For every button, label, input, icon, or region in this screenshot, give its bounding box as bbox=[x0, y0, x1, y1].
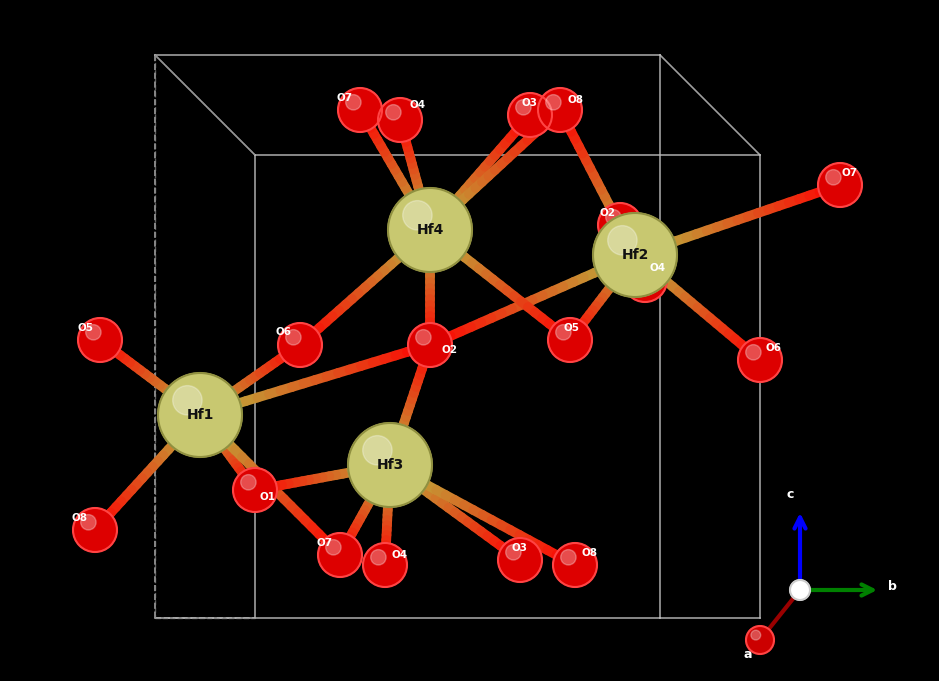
Text: Hf2: Hf2 bbox=[622, 248, 649, 262]
Circle shape bbox=[378, 98, 422, 142]
Circle shape bbox=[598, 203, 642, 247]
Text: O7: O7 bbox=[337, 93, 353, 103]
Circle shape bbox=[73, 508, 117, 552]
Text: O6: O6 bbox=[275, 327, 291, 337]
Text: O1: O1 bbox=[260, 492, 276, 502]
Circle shape bbox=[371, 550, 386, 565]
Circle shape bbox=[751, 630, 761, 640]
Circle shape bbox=[498, 538, 542, 582]
Circle shape bbox=[386, 105, 401, 120]
Text: O5: O5 bbox=[564, 323, 580, 333]
Circle shape bbox=[278, 323, 322, 367]
Circle shape bbox=[346, 95, 362, 110]
Circle shape bbox=[240, 475, 256, 490]
Text: c: c bbox=[786, 488, 793, 501]
Text: O5: O5 bbox=[77, 323, 93, 333]
Circle shape bbox=[746, 345, 762, 360]
Circle shape bbox=[363, 543, 407, 587]
Circle shape bbox=[85, 325, 101, 340]
Circle shape bbox=[556, 325, 571, 340]
Text: O2: O2 bbox=[442, 345, 458, 355]
Circle shape bbox=[606, 210, 621, 225]
Circle shape bbox=[233, 468, 277, 512]
Circle shape bbox=[318, 533, 362, 577]
Circle shape bbox=[738, 338, 782, 382]
Text: O8: O8 bbox=[72, 513, 88, 523]
Text: O7: O7 bbox=[317, 538, 333, 548]
Circle shape bbox=[285, 330, 301, 345]
Circle shape bbox=[546, 95, 562, 110]
Text: O4: O4 bbox=[392, 550, 408, 560]
Circle shape bbox=[790, 580, 810, 600]
Circle shape bbox=[326, 539, 341, 555]
Circle shape bbox=[388, 188, 472, 272]
Circle shape bbox=[608, 225, 637, 255]
Circle shape bbox=[825, 170, 841, 185]
Text: Hf1: Hf1 bbox=[186, 408, 214, 422]
Circle shape bbox=[81, 515, 96, 530]
Circle shape bbox=[348, 423, 432, 507]
Text: O2: O2 bbox=[600, 208, 616, 218]
Circle shape bbox=[362, 436, 393, 465]
Circle shape bbox=[408, 323, 452, 367]
Circle shape bbox=[631, 265, 646, 280]
Circle shape bbox=[793, 583, 801, 590]
Circle shape bbox=[553, 543, 597, 587]
Text: O4: O4 bbox=[410, 100, 426, 110]
Circle shape bbox=[538, 88, 582, 132]
Circle shape bbox=[593, 213, 677, 297]
Circle shape bbox=[338, 88, 382, 132]
Text: O3: O3 bbox=[512, 543, 528, 553]
Text: Hf4: Hf4 bbox=[416, 223, 444, 237]
Circle shape bbox=[78, 318, 122, 362]
Circle shape bbox=[746, 626, 774, 654]
Text: O3: O3 bbox=[522, 98, 538, 108]
Circle shape bbox=[623, 258, 667, 302]
Text: Hf3: Hf3 bbox=[377, 458, 404, 472]
Circle shape bbox=[158, 373, 242, 457]
Circle shape bbox=[561, 550, 577, 565]
Text: b: b bbox=[887, 580, 897, 593]
Circle shape bbox=[173, 385, 202, 415]
Text: O8: O8 bbox=[567, 95, 583, 105]
Text: O4: O4 bbox=[650, 263, 666, 273]
Circle shape bbox=[548, 318, 592, 362]
Text: O8: O8 bbox=[582, 548, 598, 558]
Circle shape bbox=[403, 201, 432, 230]
Text: O6: O6 bbox=[765, 343, 781, 353]
Text: O7: O7 bbox=[842, 168, 858, 178]
Circle shape bbox=[506, 545, 521, 560]
Circle shape bbox=[818, 163, 862, 207]
Circle shape bbox=[508, 93, 552, 137]
Circle shape bbox=[416, 330, 431, 345]
Circle shape bbox=[516, 99, 531, 115]
Text: a: a bbox=[744, 648, 752, 661]
